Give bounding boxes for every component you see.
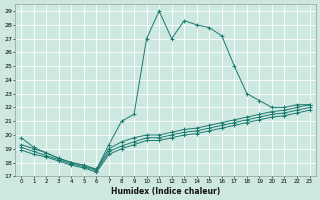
X-axis label: Humidex (Indice chaleur): Humidex (Indice chaleur): [111, 187, 220, 196]
